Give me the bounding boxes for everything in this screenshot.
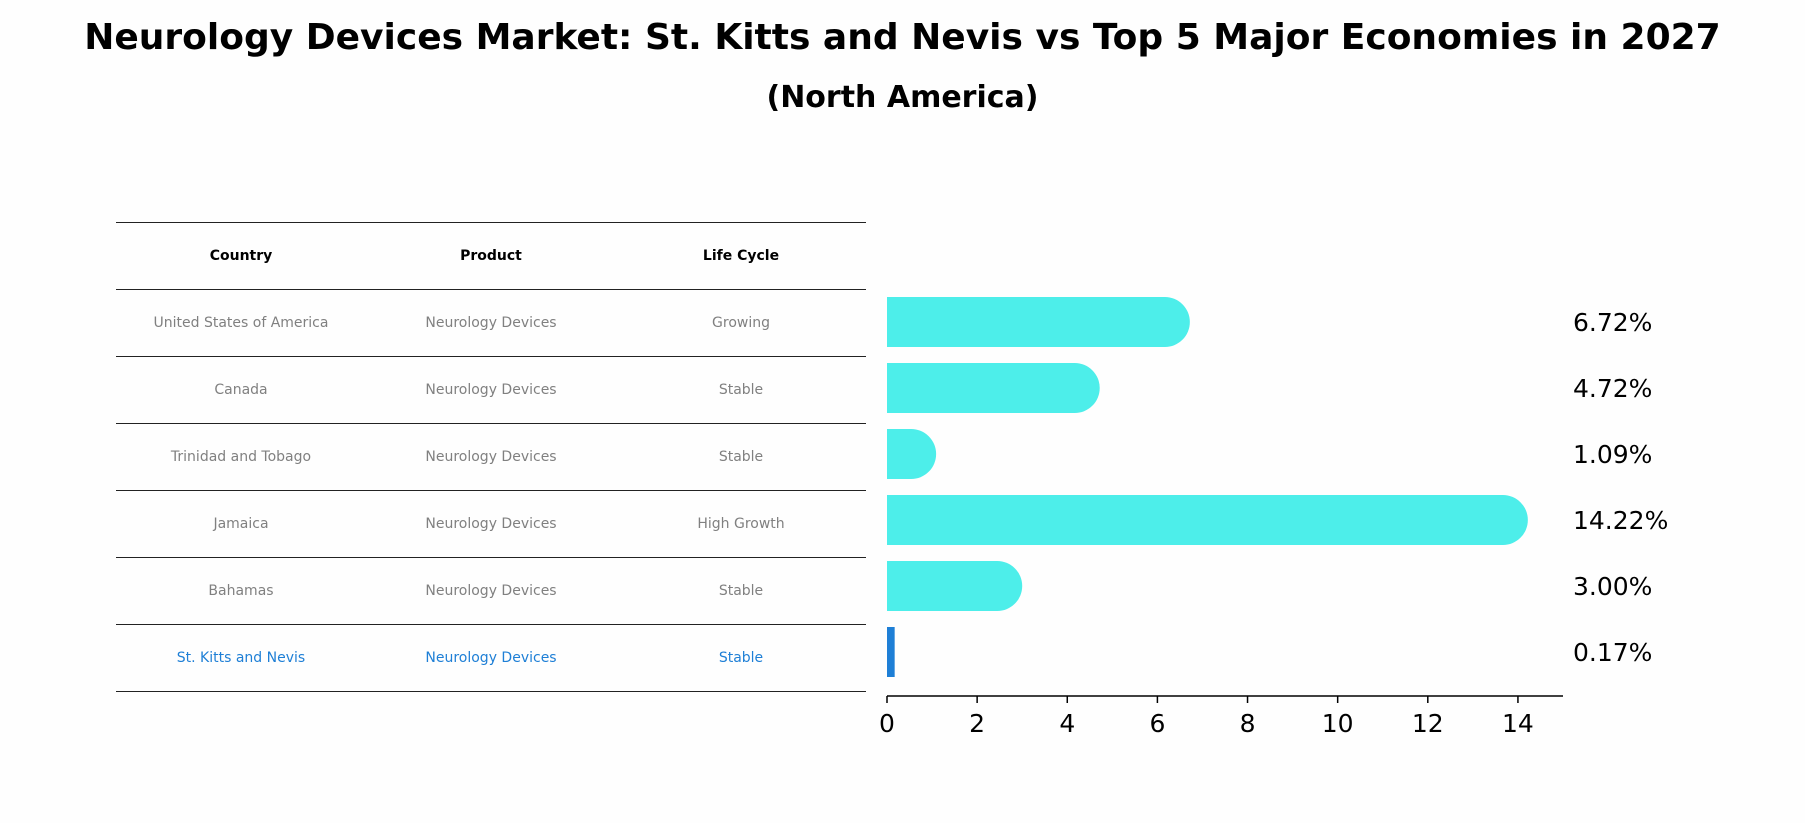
cell-product: Neurology Devices: [425, 315, 557, 331]
table-header-row: Country Product Life Cycle: [116, 222, 866, 289]
data-table: Country Product Life Cycle United States…: [116, 222, 866, 692]
value-label: 14.22%: [1573, 506, 1668, 535]
bar: [887, 363, 1100, 413]
cell-country: Trinidad and Tobago: [170, 449, 312, 465]
x-tick-label: 0: [879, 709, 895, 738]
table-row: Trinidad and Tobago Neurology Devices St…: [116, 423, 866, 490]
x-tick-label: 12: [1412, 709, 1444, 738]
table-row-highlight: St. Kitts and Nevis Neurology Devices St…: [116, 624, 866, 692]
cell-product: Neurology Devices: [425, 650, 557, 666]
value-label: 6.72%: [1573, 308, 1652, 337]
cell-life-cycle: Stable: [718, 449, 764, 465]
header-product: Product: [460, 248, 522, 264]
value-label: 3.00%: [1573, 572, 1652, 601]
bar: [887, 297, 1190, 347]
cell-country: Canada: [214, 382, 268, 398]
cell-life-cycle: Growing: [712, 315, 770, 331]
cell-product: Neurology Devices: [425, 516, 557, 532]
x-tick-label: 2: [969, 709, 985, 738]
cell-life-cycle: Stable: [718, 382, 764, 398]
cell-life-cycle: Stable: [718, 650, 764, 666]
cell-product: Neurology Devices: [425, 583, 557, 599]
chart-subtitle: (North America): [766, 80, 1039, 115]
cell-country: St. Kitts and Nevis: [176, 650, 306, 666]
cell-life-cycle: Stable: [718, 583, 764, 599]
table-row: Bahamas Neurology Devices Stable: [116, 557, 866, 624]
table-row: Canada Neurology Devices Stable: [116, 356, 866, 423]
value-label: 4.72%: [1573, 374, 1652, 403]
cell-country: United States of America: [153, 315, 329, 331]
value-label: 0.17%: [1573, 638, 1652, 667]
header-country: Country: [209, 248, 273, 264]
cell-life-cycle: High Growth: [697, 516, 785, 532]
header-life-cycle: Life Cycle: [702, 248, 780, 264]
value-label: 1.09%: [1573, 440, 1652, 469]
x-tick-label: 4: [1059, 709, 1075, 738]
cell-product: Neurology Devices: [425, 382, 557, 398]
bar: [887, 561, 1023, 611]
chart-title: Neurology Devices Market: St. Kitts and …: [84, 17, 1721, 58]
cell-country: Bahamas: [208, 583, 274, 599]
cell-product: Neurology Devices: [425, 449, 557, 465]
table-row: Jamaica Neurology Devices High Growth: [116, 490, 866, 557]
x-tick-label: 6: [1149, 709, 1165, 738]
table-row: United States of America Neurology Devic…: [116, 289, 866, 356]
bar: [887, 495, 1528, 545]
cell-country: Jamaica: [213, 516, 269, 532]
x-tick-label: 14: [1502, 709, 1534, 738]
x-tick-label: 10: [1322, 709, 1354, 738]
bar: [887, 429, 937, 479]
x-tick-label: 8: [1240, 709, 1256, 738]
